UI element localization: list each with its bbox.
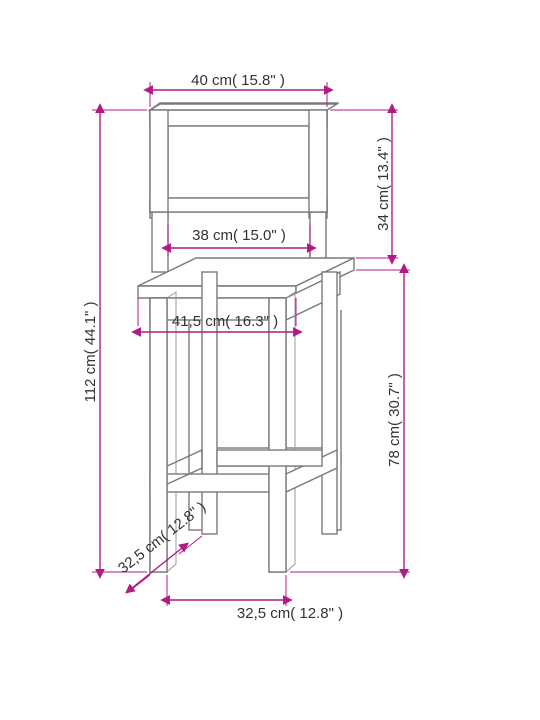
dim-left-total-label: 112 cm( 44.1" ) — [82, 302, 99, 403]
diagram-canvas: 40 cm( 15.8" ) 34 cm( 13.4" ) 38 cm( 15.… — [0, 0, 540, 720]
dim-bottom-right: 32,5 cm( 12.8" ) — [167, 575, 343, 622]
dim-right-seat: 78 cm( 30.7" ) — [290, 270, 410, 572]
diagram-svg: 40 cm( 15.8" ) 34 cm( 13.4" ) 38 cm( 15.… — [0, 0, 540, 720]
dim-right-upper-label: 34 cm( 13.4" ) — [375, 137, 392, 231]
stool-drawing — [120, 103, 380, 572]
dim-top-width-label: 40 cm( 15.8" ) — [191, 72, 285, 89]
dim-right-seat-label: 78 cm( 30.7" ) — [386, 373, 403, 467]
dim-left-total: 112 cm( 44.1" ) — [82, 110, 147, 572]
dim-right-upper: 34 cm( 13.4" ) — [330, 110, 398, 258]
dim-apron-width-label: 41,5 cm( 16.3" ) — [172, 313, 278, 330]
dim-top-width: 40 cm( 15.8" ) — [150, 72, 327, 107]
dim-seat-width-label: 38 cm( 15.0" ) — [192, 227, 286, 244]
dim-bottom-right-label: 32,5 cm( 12.8" ) — [237, 605, 343, 622]
